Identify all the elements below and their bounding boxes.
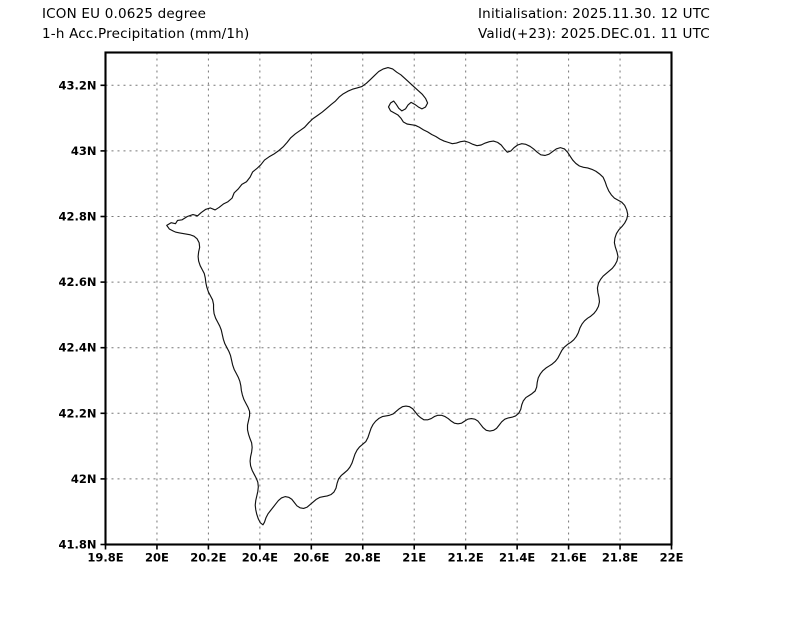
x-tick-label: 20.8E [345,551,381,565]
x-tick-label: 22E [660,551,684,565]
axis-ticks [100,84,673,550]
plot-frame [104,51,673,546]
header-model-title: ICON EU 0.0625 degree [42,6,207,22]
x-tick-label: 21.2E [448,551,484,565]
y-tick-label: 42.2N [59,406,97,420]
x-tick-label: 21.4E [499,551,535,565]
y-tick-label: 42.6N [59,275,97,289]
header-initialisation: Initialisation: 2025.11.30. 12 UTC [478,6,711,22]
x-tick-label: 21.8E [602,551,638,565]
country-border [166,67,629,526]
x-tick-label: 20.2E [190,551,226,565]
y-tick-label: 42N [71,472,97,486]
header-valid-time: Valid(+23): 2025.DEC.01. 11 UTC [478,26,710,42]
header-field-title: 1-h Acc.Precipitation (mm/1h) [42,26,250,42]
y-tick-label: 42.8N [59,210,97,224]
x-tick-label: 20.6E [293,551,329,565]
y-tick-label: 41.8N [59,538,97,552]
x-axis-labels: 19.8E 20E 20.2E 20.4E 20.6E 20.8E 21E 21.2E 21.4… [87,551,683,565]
country-border-kosovo [166,67,629,526]
x-tick-label: 19.8E [87,551,123,565]
x-tick-label: 21.6E [550,551,586,565]
y-tick-label: 42.4N [59,341,97,355]
y-axis-labels: 41.8N 42N 42.2N 42.4N 42.6N 42.8N 43N 43.2N [59,78,97,551]
y-tick-label: 43N [71,144,97,158]
x-tick-label: 20.4E [242,551,278,565]
x-tick-label: 20E [145,551,169,565]
gridlines [105,52,672,545]
y-tick-label: 43.2N [59,78,97,92]
x-tick-label: 21E [402,551,426,565]
